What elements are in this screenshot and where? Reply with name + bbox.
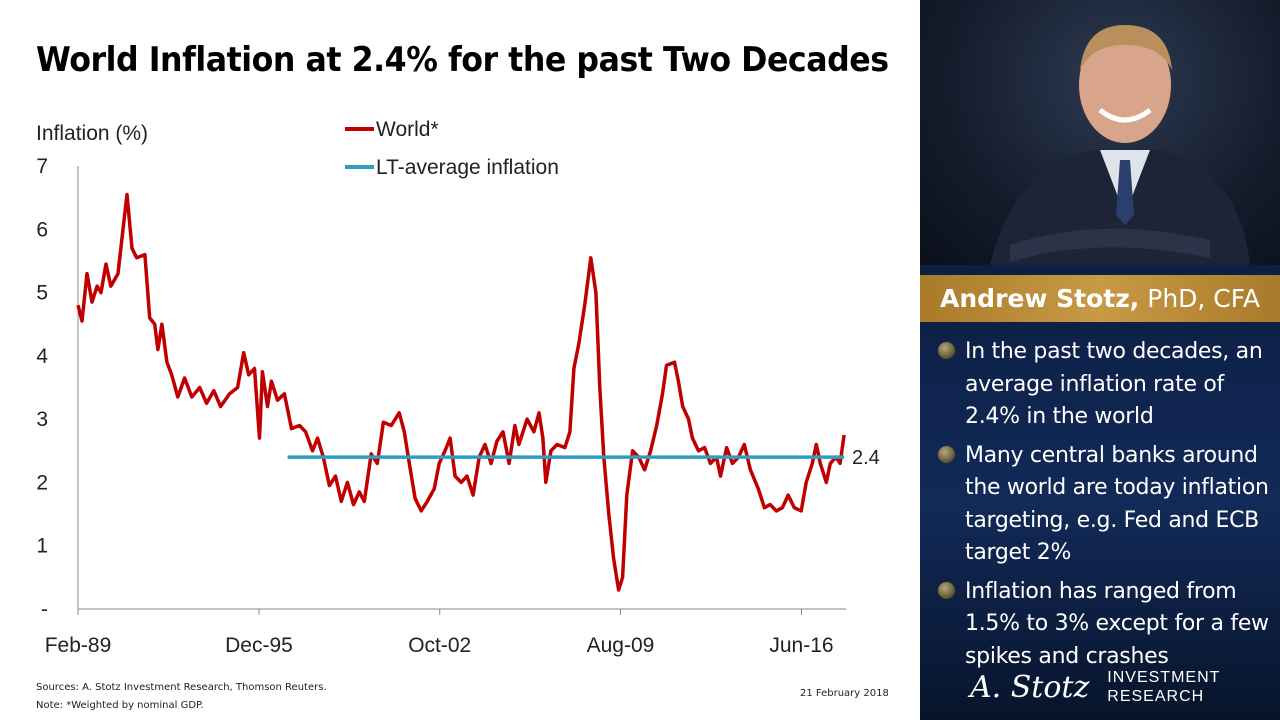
company-logo: A. Stotz INVESTMENT RESEARCH xyxy=(970,668,1220,706)
inflation-chart: Inflation (%) - 1 2 3 4 5 6 7 Feb-89 Dec-95 Oct-02 A… xyxy=(36,118,880,657)
legend-label: LT-average inflation xyxy=(376,156,559,179)
page-title: World Inflation at 2.4% for the past Two… xyxy=(36,40,889,80)
bullet-list: In the past two decades, an average infl… xyxy=(938,336,1278,679)
sources-note: Sources: A. Stotz Investment Research, T… xyxy=(36,682,327,693)
bullet-item: Inflation has ranged from 1.5% to 3% exc… xyxy=(938,576,1278,674)
x-tick-label: Feb-89 xyxy=(45,634,112,657)
y-tick-label: 7 xyxy=(36,155,48,178)
y-tick-label: 3 xyxy=(36,408,48,431)
y-tick-label: - xyxy=(41,598,48,621)
author-photo xyxy=(920,0,1280,265)
x-tick-label: Aug-09 xyxy=(587,634,655,657)
y-tick-label: 5 xyxy=(36,282,48,305)
publication-date: 21 February 2018 xyxy=(800,688,889,699)
author-credentials: PhD, CFA xyxy=(1139,284,1260,313)
logo-signature: A. Stotz xyxy=(970,669,1090,705)
person-portrait-icon xyxy=(990,25,1250,265)
author-name: Andrew Stotz, xyxy=(940,284,1140,313)
bullet-item: In the past two decades, an average infl… xyxy=(938,336,1278,434)
bullet-text: In the past two decades, an average infl… xyxy=(965,339,1263,429)
author-name-bar: Andrew Stotz, PhD, CFA xyxy=(920,275,1280,322)
x-tick-label: Jun-16 xyxy=(769,634,833,657)
y-tick-label: 6 xyxy=(36,218,48,241)
y-tick-label: 4 xyxy=(36,345,48,368)
logo-line1: INVESTMENT xyxy=(1107,669,1221,686)
x-tick-label: Oct-02 xyxy=(408,634,471,657)
world-inflation-line xyxy=(76,192,846,592)
y-tick-label: 1 xyxy=(36,535,48,558)
bullet-item: Many central banks around the world are … xyxy=(938,440,1278,570)
bullet-icon xyxy=(938,445,955,463)
legend-label: World* xyxy=(376,118,439,141)
average-end-label: 2.4 xyxy=(852,447,880,469)
x-tick-label: Dec-95 xyxy=(225,634,293,657)
logo-line2: RESEARCH xyxy=(1107,688,1205,705)
bullet-text: Many central banks around the world are … xyxy=(965,442,1269,566)
bullet-text: Inflation has ranged from 1.5% to 3% exc… xyxy=(965,578,1269,669)
author-panel: Andrew Stotz, PhD, CFA In the past two d… xyxy=(920,0,1280,720)
y-axis-title: Inflation (%) xyxy=(36,122,148,145)
bullet-icon xyxy=(938,581,955,599)
weighting-note: Note: *Weighted by nominal GDP. xyxy=(36,700,204,711)
bullet-icon xyxy=(938,342,955,359)
y-tick-label: 2 xyxy=(36,471,48,494)
